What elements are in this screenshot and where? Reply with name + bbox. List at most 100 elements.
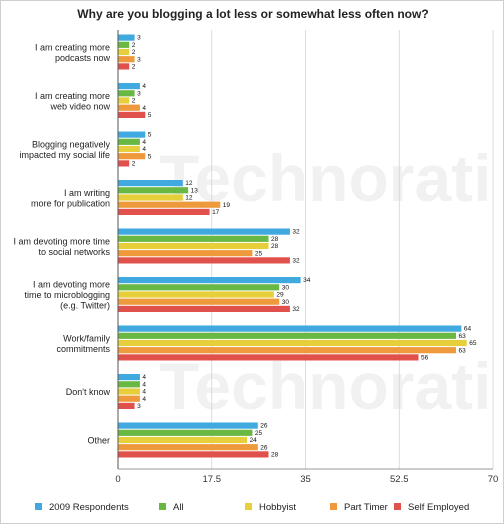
x-tick-label: 35 xyxy=(300,474,311,485)
legend-swatch xyxy=(245,503,252,510)
category-label: podcasts now xyxy=(55,53,111,63)
data-label: 3 xyxy=(137,90,141,97)
x-tick-label: 17.5 xyxy=(203,474,222,485)
category-label: to social networks xyxy=(38,247,110,257)
data-label: 5 xyxy=(148,132,152,139)
bar xyxy=(118,305,290,312)
legend-swatch xyxy=(159,503,166,510)
bar xyxy=(118,332,456,339)
bar xyxy=(118,277,301,284)
bar xyxy=(118,291,274,298)
category-label: I am creating more xyxy=(35,42,110,52)
data-label: 4 xyxy=(142,389,146,396)
data-label: 3 xyxy=(137,35,141,42)
bar xyxy=(118,284,280,291)
legend: 2009 Respondents All Hobbyist Part Timer Sel… xyxy=(35,502,469,513)
data-label: 28 xyxy=(271,236,279,243)
data-label: 25 xyxy=(255,250,263,257)
data-labels: 3223243245544521213121917322828253234302… xyxy=(132,35,477,459)
data-label: 32 xyxy=(292,229,300,236)
category-label: I am devoting more time xyxy=(13,236,110,246)
bar xyxy=(118,422,258,429)
bar xyxy=(118,381,140,388)
data-label: 30 xyxy=(282,284,290,291)
category-label: Other xyxy=(87,436,110,446)
bar xyxy=(118,104,140,111)
category-label: I am writing xyxy=(64,188,110,198)
data-label: 24 xyxy=(250,437,258,444)
bar xyxy=(118,153,146,160)
bar xyxy=(118,194,183,201)
bar xyxy=(118,56,135,63)
gridlines xyxy=(117,30,494,470)
bar xyxy=(118,235,269,242)
data-label: 4 xyxy=(142,374,146,381)
data-label: 2 xyxy=(132,42,136,49)
bar xyxy=(118,208,210,215)
data-label: 63 xyxy=(459,333,467,340)
category-label: (e.g. Twitter) xyxy=(60,301,110,311)
category-label: time to microblogging xyxy=(24,290,110,300)
data-label: 28 xyxy=(271,452,279,459)
bar xyxy=(118,41,130,48)
data-label: 28 xyxy=(271,243,279,250)
data-label: 4 xyxy=(142,83,146,90)
data-label: 56 xyxy=(421,355,429,362)
bar xyxy=(118,395,140,402)
category-label: Don't know xyxy=(66,387,111,397)
category-label: I am devoting more xyxy=(33,280,110,290)
legend-swatch xyxy=(330,503,337,510)
bar xyxy=(118,145,140,153)
x-tick-label: 70 xyxy=(488,474,499,485)
x-tick-labels: 0 17.5 35 52.5 70 xyxy=(115,474,498,485)
data-label: 4 xyxy=(142,139,146,146)
data-label: 2 xyxy=(132,161,136,168)
watermark-text-lower: Technorati xyxy=(159,349,491,423)
data-label: 65 xyxy=(469,340,477,347)
legend-label: Self Employed xyxy=(408,502,469,513)
category-label: Work/family xyxy=(63,333,110,343)
bar xyxy=(118,187,189,194)
bar xyxy=(118,138,140,145)
legend-label: All xyxy=(173,502,184,513)
category-label: more for publication xyxy=(31,198,110,208)
data-label: 64 xyxy=(464,326,472,333)
bar xyxy=(118,48,130,56)
data-label: 32 xyxy=(292,306,300,313)
data-label: 13 xyxy=(191,187,199,194)
category-label: Blogging negatively xyxy=(32,139,111,149)
bar xyxy=(118,111,146,118)
data-label: 12 xyxy=(185,195,193,202)
bar xyxy=(118,250,253,257)
bar xyxy=(118,354,419,361)
data-label: 12 xyxy=(185,180,193,187)
data-label: 19 xyxy=(223,202,231,209)
bar xyxy=(118,131,146,138)
data-label: 4 xyxy=(142,396,146,403)
data-label: 4 xyxy=(142,146,146,153)
x-tick-label: 52.5 xyxy=(390,474,409,485)
bar xyxy=(118,228,290,235)
bar xyxy=(118,298,280,305)
legend-label: Hobbyist xyxy=(259,502,296,513)
bar xyxy=(118,347,456,354)
x-tick-label: 0 xyxy=(115,474,120,485)
data-label: 32 xyxy=(292,258,300,265)
chart-title: Why are you blogging a lot less or somew… xyxy=(77,7,428,21)
data-label: 2 xyxy=(132,98,136,105)
legend-swatch xyxy=(35,503,42,510)
category-label: impacted my social life xyxy=(19,150,110,160)
data-label: 26 xyxy=(260,423,268,430)
data-label: 3 xyxy=(137,403,141,410)
legend-swatch xyxy=(394,503,401,510)
bar xyxy=(118,325,462,332)
bar xyxy=(118,429,253,436)
data-label: 63 xyxy=(459,347,467,354)
bar xyxy=(118,339,467,347)
bar xyxy=(118,201,221,208)
data-label: 4 xyxy=(142,381,146,388)
bar xyxy=(118,90,135,97)
data-label: 4 xyxy=(142,105,146,112)
